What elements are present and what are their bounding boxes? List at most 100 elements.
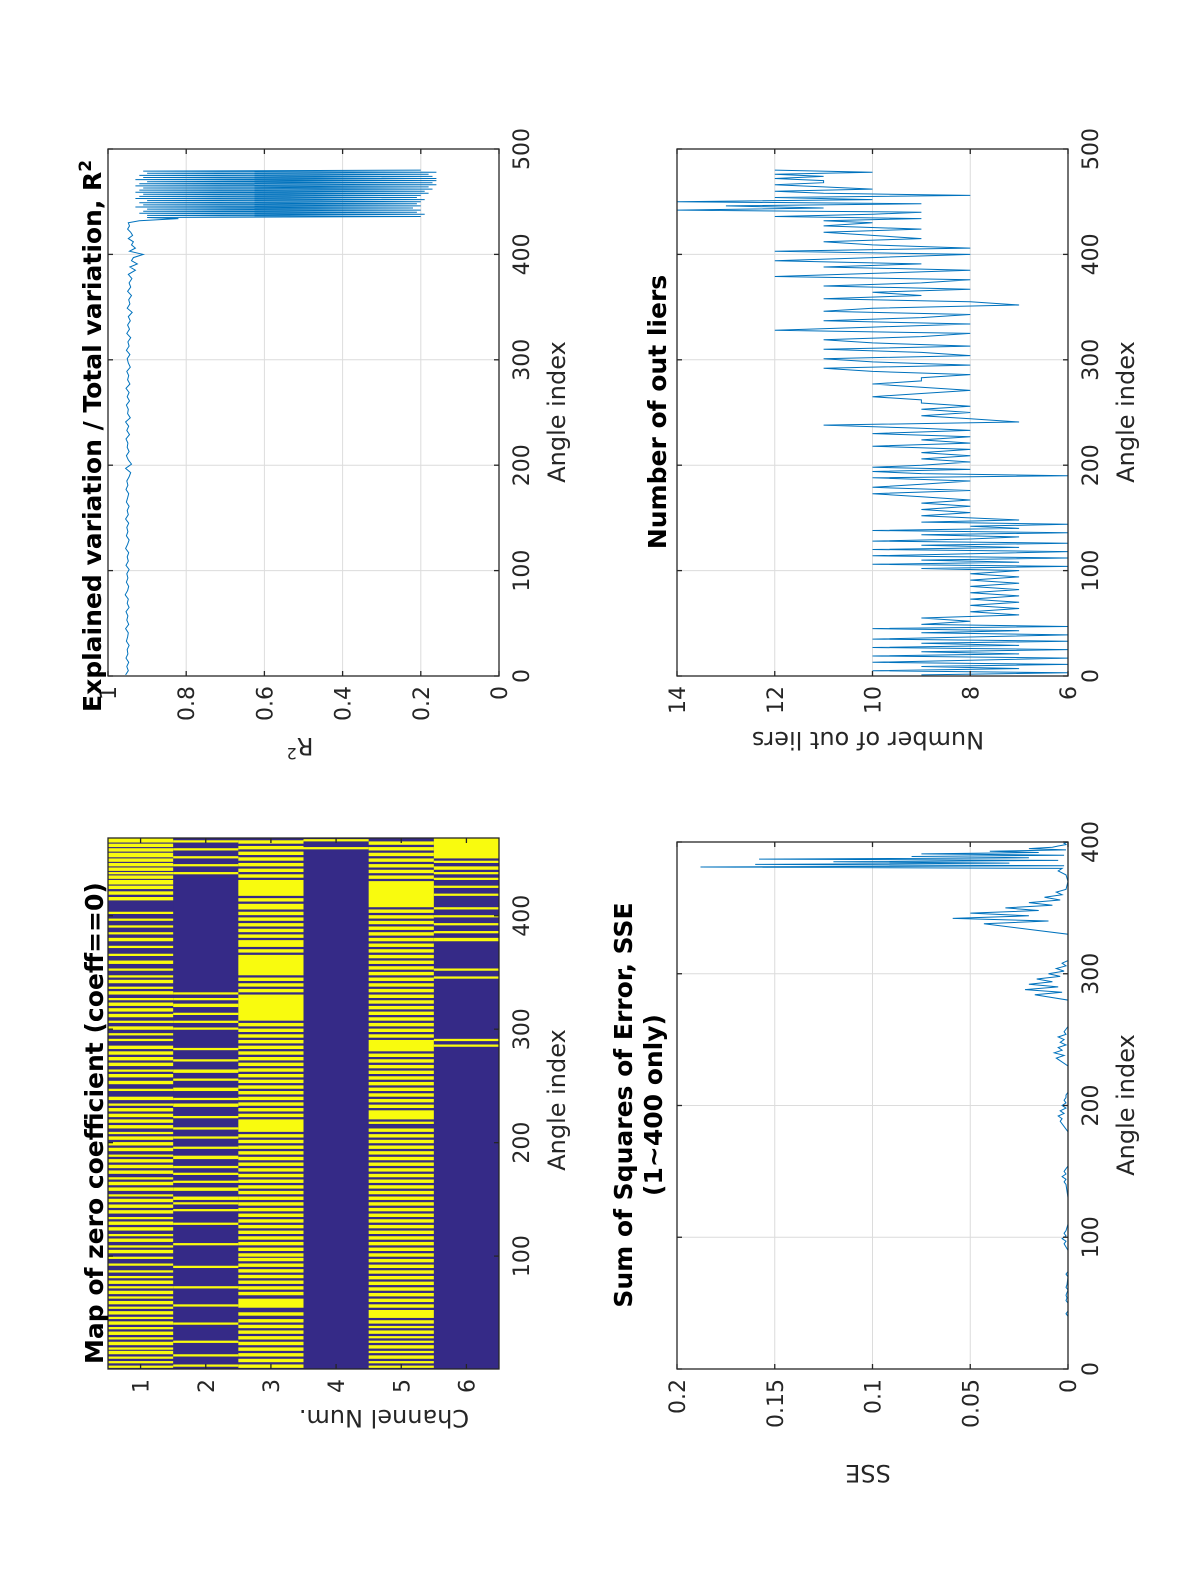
heatmap-cell-channel-3: [238, 1319, 304, 1323]
heatmap-cell-channel-1: [108, 932, 174, 935]
heatmap-cell-channel-1: [108, 1080, 174, 1085]
outliers-xtick-label: 200: [1079, 444, 1104, 486]
heatmap-cell-channel-3: [238, 1185, 304, 1189]
heatmap-cell-channel-2: [173, 1012, 239, 1015]
heatmap-cell-channel-3: [238, 1028, 304, 1033]
heatmap-cell-channel-3: [238, 1151, 304, 1155]
heatmap-cell-channel-3: [238, 1280, 304, 1284]
r2-xtick-label: 300: [510, 339, 535, 381]
heatmap-cell-channel-3: [238, 994, 304, 1021]
heatmap-cell-channel-1: [108, 1198, 174, 1203]
heatmap-cell-channel-3: [238, 1219, 304, 1223]
heatmap-cell-channel-1: [108, 897, 174, 901]
heatmap-cell-channel-1: [108, 1020, 174, 1023]
heatmap-cell-channel-6: [433, 923, 500, 926]
r2-xtick-label: 200: [510, 444, 535, 486]
sse-xtick-label: 0: [1079, 1362, 1104, 1376]
r2-ytick-label: 0.4: [332, 686, 357, 721]
heatmap-cell-channel-1: [108, 1103, 174, 1106]
heatmap-cell-channel-1: [108, 891, 174, 895]
outliers-xtick-label: 100: [1079, 550, 1104, 592]
heatmap-cell-channel-1: [108, 1026, 174, 1030]
sse-ytick-label: 0.15: [764, 1379, 789, 1428]
heatmap-cell-channel-1: [108, 1204, 174, 1208]
heatmap-cell-channel-1: [108, 1177, 174, 1180]
heatmap-cell-channel-1: [108, 1051, 174, 1055]
heatmap-title: Map of zero coefficient (coeff==0): [80, 882, 109, 1364]
heatmap-cell-channel-5: [368, 1139, 435, 1144]
heatmap-cell-channel-6: [433, 931, 500, 934]
heatmap-cell-channel-1: [108, 975, 174, 978]
heatmap-cell-channel-3: [238, 1312, 304, 1316]
heatmap-cell-channel-1: [108, 1008, 174, 1012]
sse-title-line-2: (1~400 only): [639, 1014, 668, 1196]
r2-xtick-label: 0: [510, 669, 535, 683]
heatmap-cell-channel-3: [238, 1230, 304, 1234]
heatmap-cell-channel-5: [368, 1070, 435, 1074]
heatmap-cell-channel-5: [368, 1185, 435, 1189]
heatmap-cell-channel-6: [433, 838, 500, 859]
heatmap-cell-channel-1: [108, 1227, 174, 1231]
heatmap-cell-channel-3: [238, 898, 304, 902]
r2-xlabel: Angle index: [543, 341, 571, 483]
heatmap-cell-channel-5: [368, 1213, 435, 1217]
heatmap-cell-channel-2: [173, 1103, 239, 1107]
heatmap-cell-channel-5: [368, 1330, 435, 1334]
heatmap-cell-channel-1: [108, 1113, 174, 1118]
heatmap-ytick-label: 3: [260, 1379, 285, 1393]
heatmap-cell-channel-2: [173, 1020, 239, 1023]
heatmap-cell-channel-1: [108, 1170, 174, 1174]
outliers-xtick-label: 400: [1079, 233, 1104, 275]
heatmap-xtick-label: 300: [510, 1008, 535, 1050]
heatmap-cell-channel-5: [368, 920, 435, 925]
heatmap-cell-channel-5: [368, 1168, 435, 1172]
sse-xtick-label: 200: [1079, 1085, 1104, 1127]
heatmap-cell-channel-5: [368, 926, 435, 930]
sse-ytick-label: 0.05: [959, 1379, 984, 1428]
heatmap-cell-channel-2: [173, 1286, 239, 1289]
heatmap-cell-channel-3: [238, 868, 304, 873]
r2-xtick-label: 500: [510, 128, 535, 170]
heatmap-cell-channel-3: [238, 977, 304, 981]
r2-series-line: [124, 169, 437, 676]
heatmap-cell-channel-2: [173, 1196, 239, 1200]
heatmap-cell-channel-3: [238, 949, 304, 953]
heatmap-cell-channel-3: [238, 874, 304, 878]
heatmap-cell-channel-3: [238, 1173, 304, 1178]
heatmap-cell-channel-5: [368, 1034, 435, 1038]
heatmap-ytick-label: 1: [130, 1379, 155, 1393]
heatmap-cell-channel-6: [433, 885, 500, 888]
heatmap-cell-channel-3: [238, 1179, 304, 1183]
outliers-xlabel: Angle index: [1112, 341, 1140, 483]
heatmap-cell-channel-6: [433, 893, 500, 896]
heatmap-cell-channel-6: [433, 915, 500, 918]
heatmap-cell-channel-5: [368, 1287, 435, 1291]
outliers-xtick-label: 0: [1079, 669, 1104, 683]
heatmap-cell-channel-1: [108, 953, 174, 956]
heatmap-cell-channel-1: [108, 1286, 174, 1289]
sse-xtick-label: 400: [1079, 821, 1104, 863]
heatmap-cell-channel-5: [368, 1087, 435, 1092]
heatmap-cell-channel-5: [368, 971, 435, 976]
heatmap-cell-channel-3: [238, 1202, 304, 1206]
heatmap-cell-channel-3: [238, 1156, 304, 1161]
heatmap-cell-channel-1: [108, 872, 174, 875]
sse-axes: 0 100 200 300 400 0 0.05 0.1 0.15 0.2 Sum of Squa…: [609, 821, 1140, 1487]
heatmap-ticks: 1 2 3 4 5 6 100 200 300 400: [108, 838, 535, 1393]
heatmap-cell-channel-1: [108, 1306, 174, 1309]
heatmap-cell-channel-1: [108, 1056, 174, 1061]
heatmap-cell-channel-2: [173, 1209, 239, 1212]
heatmap-cell-channel-1: [108, 1119, 174, 1123]
heatmap-cell-channel-2: [173, 1027, 239, 1030]
heatmap-cell-channel-3: [238, 1274, 304, 1279]
heatmap-xtick-label: 200: [510, 1122, 535, 1164]
heatmap-cell-channel-5: [368, 1275, 435, 1280]
r2-ytick-label: 0.8: [175, 686, 200, 721]
heatmap-cell-channel-1: [108, 918, 174, 921]
heatmap-cell-channel-5: [368, 1179, 435, 1183]
heatmap-cell-channel-3: [238, 845, 304, 850]
heatmap-cell-channel-1: [108, 1270, 174, 1273]
heatmap-cell-channel-5: [368, 949, 435, 953]
heatmap-cell-channel-1: [108, 1316, 174, 1320]
